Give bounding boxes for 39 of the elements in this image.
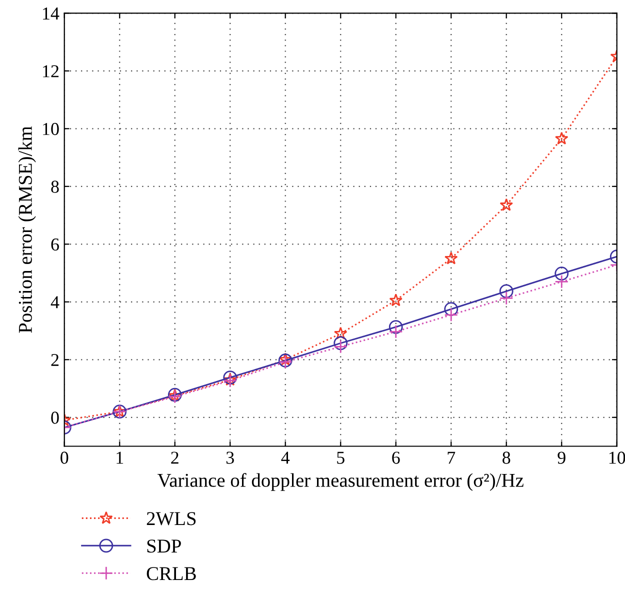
x-tick-label: 8 bbox=[502, 452, 510, 464]
point bbox=[444, 252, 458, 264]
x-tick-label: 10 bbox=[609, 452, 625, 464]
x-axis-title: Variance of doppler measurement error (σ²)/Hz bbox=[158, 473, 524, 491]
y-tick-label: 8 bbox=[51, 180, 59, 193]
y-tick-label: 6 bbox=[51, 238, 59, 251]
y-tick-label: 14 bbox=[43, 8, 60, 20]
x-tick-label: 5 bbox=[337, 452, 344, 464]
point bbox=[388, 320, 403, 334]
y-tick-label: 10 bbox=[43, 122, 59, 136]
point bbox=[554, 132, 568, 145]
x-tick-label: 7 bbox=[448, 452, 456, 464]
legend-label: 2WLS bbox=[146, 512, 196, 526]
point bbox=[334, 340, 348, 354]
point bbox=[334, 326, 348, 340]
point bbox=[554, 274, 569, 289]
x-tick-label: 4 bbox=[281, 452, 290, 464]
y-tick-label: 4 bbox=[50, 296, 60, 308]
point bbox=[388, 324, 403, 339]
legend-label: SDP bbox=[147, 540, 181, 553]
x-tick-label: 0 bbox=[60, 452, 68, 464]
point bbox=[500, 198, 514, 211]
x-tick-label: 2 bbox=[171, 452, 178, 464]
y-tick-label: 0 bbox=[51, 412, 59, 424]
y-tick-label: 12 bbox=[43, 65, 59, 78]
point bbox=[554, 266, 569, 281]
x-tick-label: 9 bbox=[558, 452, 566, 464]
y-tick-label: 2 bbox=[51, 354, 59, 366]
point bbox=[334, 336, 348, 350]
x-tick-label: 6 bbox=[392, 452, 400, 464]
point bbox=[444, 308, 458, 322]
point bbox=[444, 302, 458, 316]
y-axis-title: Position error (RMSE)/km bbox=[18, 126, 36, 333]
x-tick-label: 1 bbox=[116, 452, 124, 464]
point bbox=[499, 284, 514, 298]
legend-label: CRLB bbox=[146, 567, 196, 580]
point bbox=[389, 294, 403, 306]
x-tick-label: 3 bbox=[226, 452, 234, 464]
point bbox=[499, 291, 514, 306]
